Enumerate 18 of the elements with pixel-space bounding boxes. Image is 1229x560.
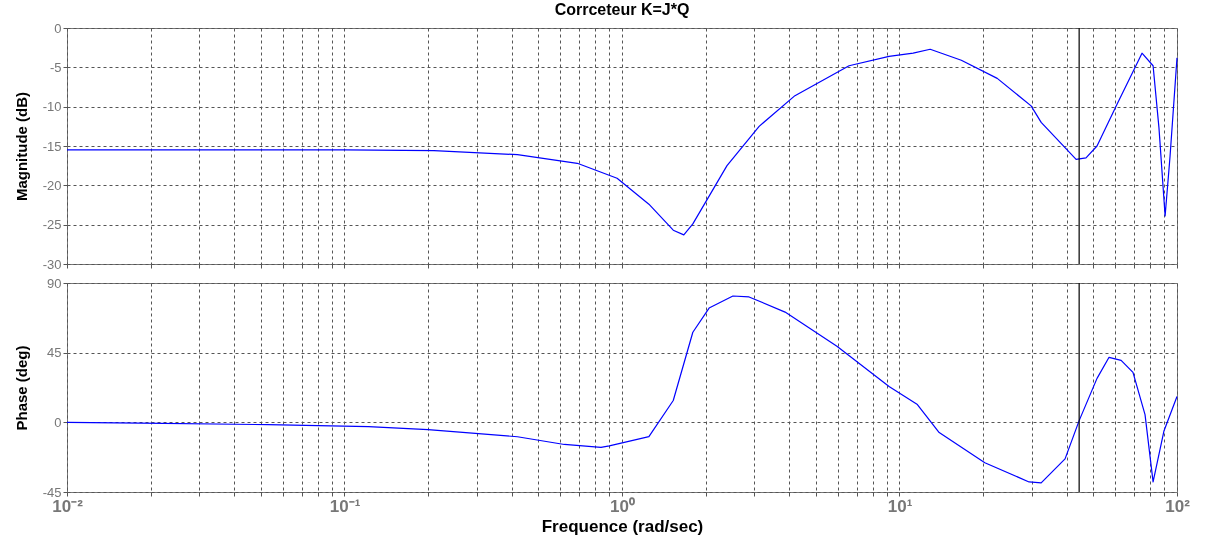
x-tick-label: 10⁰ <box>610 496 635 516</box>
y-tick-label: 0 <box>54 414 62 430</box>
y-tick-label: -25 <box>42 217 62 233</box>
y-tick-label: -20 <box>42 177 62 193</box>
chart-title: Corrceteur K=J*Q <box>554 1 690 18</box>
y-axis-title: Magnitude (dB) <box>12 91 30 202</box>
y-tick-label: 45 <box>47 345 62 361</box>
y-tick-label: -10 <box>42 99 62 115</box>
x-tick-label: 10⁻¹ <box>329 496 361 516</box>
y-axis-title: Phase (deg) <box>12 345 30 431</box>
y-tick-label: -15 <box>42 138 62 154</box>
x-tick-label: 10² <box>1165 496 1191 516</box>
x-axis-title: Frequence (rad/sec) <box>541 516 704 536</box>
x-tick-label: 10¹ <box>887 496 913 516</box>
y-tick-label: 90 <box>47 275 62 291</box>
y-tick-label: -5 <box>49 59 62 75</box>
y-tick-label: 0 <box>54 20 62 36</box>
y-tick-label: -30 <box>42 256 62 272</box>
